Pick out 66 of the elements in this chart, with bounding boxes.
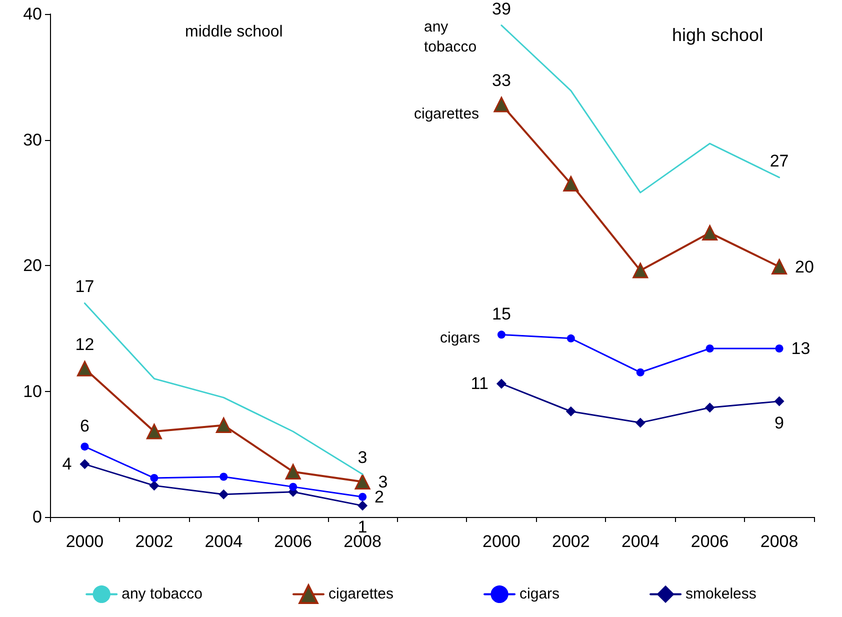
point	[146, 424, 162, 440]
point	[80, 459, 90, 470]
x-tick-label: 2002	[135, 532, 174, 551]
point	[775, 344, 784, 352]
data-label: 33	[492, 70, 511, 90]
data-label: 9	[774, 413, 784, 432]
annotation: middle school	[185, 24, 283, 40]
y-tick-label: 0	[32, 508, 42, 526]
point	[497, 330, 506, 339]
point	[80, 442, 89, 451]
x-tick-label: 2006	[274, 532, 312, 551]
point	[76, 360, 92, 376]
annotation: high school	[672, 25, 764, 45]
point	[494, 96, 510, 112]
data-label: 15	[492, 304, 511, 324]
point	[289, 482, 298, 491]
point	[774, 396, 784, 406]
y-tick-label: 10	[23, 382, 42, 401]
data-label: 12	[75, 334, 94, 354]
point	[354, 474, 370, 490]
point	[218, 489, 229, 500]
x-tick-label: 2004	[204, 532, 243, 551]
point	[702, 225, 718, 241]
data-label: 39	[492, 0, 511, 18]
data-label: 3	[358, 448, 368, 468]
point	[496, 378, 506, 389]
legend-label: smokeless	[686, 586, 756, 603]
x-tick-label: 2008	[344, 532, 382, 551]
x-tick-label: 2002	[552, 532, 590, 551]
point	[566, 334, 575, 342]
data-label: 4	[62, 454, 72, 474]
point	[632, 262, 648, 278]
data-label: 11	[470, 374, 488, 394]
legend-label: cigars	[520, 586, 560, 603]
point	[563, 176, 579, 192]
point	[358, 500, 368, 511]
x-tick-label: 2006	[690, 532, 729, 551]
point	[706, 344, 714, 352]
point	[149, 480, 160, 491]
data-label: 13	[791, 338, 810, 358]
data-label: 27	[770, 151, 789, 170]
y-tick-label: 40	[23, 4, 42, 24]
x-tick-label: 2004	[621, 532, 660, 551]
point	[285, 464, 301, 480]
data-label: 17	[75, 277, 94, 296]
annotation: cigars	[440, 330, 480, 346]
point	[704, 402, 715, 413]
point	[216, 417, 232, 433]
x-tick-label: 2000	[66, 532, 104, 551]
data-label: 6	[80, 416, 90, 436]
y-tick-label: 20	[23, 256, 42, 275]
point	[566, 406, 576, 416]
point	[358, 492, 367, 501]
y-tick-label: 30	[23, 130, 42, 150]
data-label: 20	[795, 257, 814, 276]
point	[772, 259, 788, 275]
x-tick-label: 2000	[482, 532, 520, 551]
legend-label: cigarettes	[328, 586, 394, 603]
annotation: any tobacco	[424, 18, 477, 56]
point	[635, 418, 646, 428]
annotation: cigarettes	[414, 106, 480, 122]
legend-label: any tobacco	[122, 586, 202, 603]
point	[150, 474, 158, 482]
x-tick-label: 2008	[760, 532, 798, 551]
point	[220, 472, 228, 481]
point	[636, 368, 644, 376]
